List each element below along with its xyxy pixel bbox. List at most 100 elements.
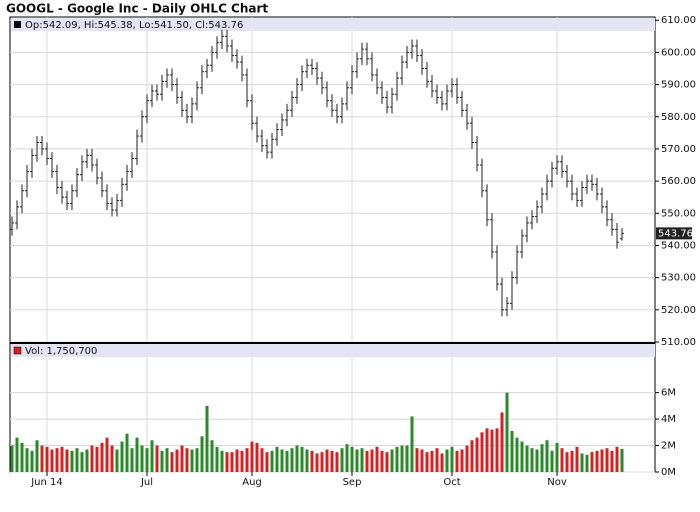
y-tick-label: 580.00 xyxy=(661,112,696,123)
volume-bar xyxy=(430,450,434,472)
volume-bar xyxy=(160,450,164,472)
y-tick-label: 540.00 xyxy=(661,240,696,251)
volume-bar xyxy=(530,448,534,472)
y-tick-label: 2M xyxy=(661,441,676,452)
last-price-box xyxy=(656,227,692,240)
volume-bar xyxy=(470,440,474,472)
volume-bar xyxy=(360,448,364,472)
volume-bar xyxy=(330,450,334,472)
volume-bar xyxy=(295,445,299,472)
volume-bar xyxy=(490,429,494,472)
volume-bar xyxy=(70,450,74,472)
volume-bar xyxy=(545,440,549,472)
volume-bar xyxy=(340,448,344,472)
volume-bar xyxy=(515,437,519,472)
volume-bar xyxy=(585,454,589,472)
volume-bar xyxy=(425,452,429,472)
volume-bar xyxy=(125,433,129,472)
volume-bar xyxy=(440,453,444,472)
volume-bar xyxy=(205,405,209,472)
price-legend: Op:542.09, Hi:545.38, Lo:541.50, Cl:543.… xyxy=(25,20,243,31)
y-tick-label: 550.00 xyxy=(661,208,696,219)
y-tick-label: 560.00 xyxy=(661,176,696,187)
volume-bar xyxy=(195,448,199,472)
volume-bar xyxy=(435,448,439,472)
x-tick-label: Oct xyxy=(443,477,460,488)
volume-bar xyxy=(95,446,99,472)
volume-bar xyxy=(375,446,379,472)
x-tick-label: Jul xyxy=(140,477,153,488)
y-tick-label: 4M xyxy=(661,414,676,425)
volume-bar xyxy=(405,445,409,472)
volume-bar xyxy=(495,428,499,472)
volume-bar xyxy=(550,450,554,472)
volume-bar xyxy=(555,442,559,472)
volume-bar xyxy=(390,449,394,472)
volume-bar xyxy=(145,448,149,472)
volume-bar xyxy=(480,432,484,472)
x-tick-label: Sep xyxy=(343,477,362,488)
volume-bar xyxy=(245,448,249,472)
volume-bar xyxy=(335,452,339,472)
volume-bar xyxy=(150,440,154,472)
volume-bar xyxy=(290,448,294,472)
volume-bar xyxy=(445,449,449,472)
volume-bar xyxy=(105,437,109,472)
x-tick-label: Jun 14 xyxy=(30,477,63,488)
volume-bar xyxy=(155,445,159,472)
volume-bar xyxy=(80,452,84,472)
volume-bar xyxy=(560,448,564,472)
volume-bar xyxy=(450,446,454,472)
volume-bar xyxy=(460,449,464,472)
volume-bar xyxy=(395,446,399,472)
volume-bar xyxy=(10,445,14,472)
chart-title: GOOGL - Google Inc - Daily OHLC Chart xyxy=(6,2,268,16)
volume-bar xyxy=(265,452,269,472)
volume-bar xyxy=(535,449,539,472)
volume-bar xyxy=(210,440,214,472)
volume-bar xyxy=(15,437,19,472)
volume-bar xyxy=(600,449,604,472)
volume-bar xyxy=(75,448,79,472)
volume-bar xyxy=(230,452,234,472)
y-tick-label: 590.00 xyxy=(661,80,696,91)
volume-bar xyxy=(410,416,414,472)
volume-bar xyxy=(310,450,314,472)
volume-bar xyxy=(270,450,274,472)
last-price-label: 543.76 xyxy=(658,228,693,239)
volume-bar xyxy=(285,450,289,472)
volume-bar xyxy=(345,444,349,472)
volume-bar xyxy=(60,446,64,472)
volume-bar xyxy=(300,446,304,472)
volume-bar xyxy=(250,441,254,472)
volume-bar xyxy=(20,442,24,472)
volume-bar xyxy=(255,442,259,472)
volume-bar xyxy=(415,448,419,472)
plot-frame xyxy=(9,16,656,473)
volume-bar xyxy=(135,437,139,472)
volume-bar xyxy=(220,450,224,472)
volume-bar xyxy=(590,452,594,472)
volume-legend-swatch xyxy=(13,346,22,355)
y-tick-label: 6M xyxy=(661,388,676,399)
volume-bar xyxy=(610,450,614,472)
volume-bar xyxy=(65,449,69,472)
y-tick-label: 520.00 xyxy=(661,305,696,316)
volume-bar xyxy=(315,453,319,472)
y-tick-label: 600.00 xyxy=(661,47,696,58)
y-tick-label: 570.00 xyxy=(661,144,696,155)
volume-bar xyxy=(190,449,194,472)
volume-bar xyxy=(575,446,579,472)
volume-bar xyxy=(505,392,509,472)
volume-bar xyxy=(580,453,584,472)
volume-bar xyxy=(240,450,244,472)
volume-bar xyxy=(305,449,309,472)
volume-bar xyxy=(120,441,124,472)
volume-bar xyxy=(50,449,54,472)
volume-bar xyxy=(115,449,119,472)
volume-bar xyxy=(465,445,469,472)
volume-bar xyxy=(55,448,59,472)
volume-bar xyxy=(400,445,404,472)
volume-bar xyxy=(40,445,44,472)
